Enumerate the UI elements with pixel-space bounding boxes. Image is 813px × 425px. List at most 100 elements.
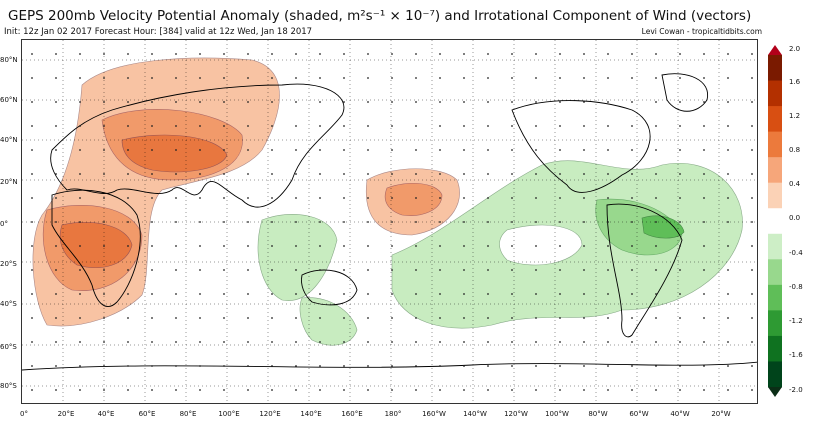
wind-vector [103,245,105,247]
wind-vector [127,341,129,343]
wind-vector [79,269,81,271]
map-panel [21,39,758,404]
wind-vector [487,269,489,271]
wind-vector [319,341,321,343]
wind-vector [295,197,297,199]
wind-vector [127,125,129,127]
wind-vector [367,317,369,319]
wind-vector [679,149,681,151]
wind-vector [559,341,561,343]
wind-vector [679,101,681,103]
wind-vector [631,341,633,343]
wind-vector [415,269,417,271]
wind-vector [175,173,177,175]
wind-vector [151,245,153,247]
wind-vector [151,389,153,391]
wind-vector [607,53,609,55]
wind-vector [103,269,105,271]
wind-vector [175,269,177,271]
wind-vector [175,101,177,103]
wind-vector [151,125,153,127]
wind-vector [535,173,537,175]
wind-vector [439,221,441,223]
wind-vector [631,77,633,79]
wind-vector [487,173,489,175]
wind-vector [55,197,57,199]
wind-vector [559,269,561,271]
wind-vector [247,101,249,103]
wind-vector [535,389,537,391]
wind-vector [487,365,489,367]
wind-vector [151,53,153,55]
wind-vector [727,77,729,79]
wind-vector [703,101,705,103]
wind-vector [55,365,57,367]
wind-vector [31,149,33,151]
wind-vector [31,101,33,103]
negative-anomaly-shading [257,160,743,346]
wind-vector [103,173,105,175]
lon-label-20e: 20°E [57,410,75,418]
wind-vector [271,101,273,103]
wind-vector [391,341,393,343]
wind-vector [751,341,753,343]
wind-vector [487,221,489,223]
wind-vector [55,77,57,79]
wind-vector [655,101,657,103]
wind-vector [535,125,537,127]
wind-vector [79,245,81,247]
wind-vector [535,101,537,103]
lon-label-120w: 120°W [504,410,528,418]
wind-vector [415,149,417,151]
wind-vector [367,101,369,103]
wind-vector [703,341,705,343]
wind-vector [751,365,753,367]
wind-vector [655,317,657,319]
wind-vector [247,53,249,55]
wind-vector [415,221,417,223]
wind-vector [175,245,177,247]
wind-vector [655,149,657,151]
wind-vector [79,173,81,175]
wind-vector [655,269,657,271]
wind-vector [487,389,489,391]
wind-vector [343,365,345,367]
wind-vector [487,125,489,127]
wind-vector [583,245,585,247]
wind-vector [271,125,273,127]
wind-vector [631,269,633,271]
wind-vector [343,317,345,319]
wind-vector [271,149,273,151]
wind-vector [271,221,273,223]
wind-vector [727,269,729,271]
wind-vector [511,317,513,319]
wind-vector [607,101,609,103]
wind-vector [439,125,441,127]
wind-vector [151,221,153,223]
wind-vector [415,77,417,79]
wind-vector [679,269,681,271]
wind-vector [463,101,465,103]
wind-vector [631,317,633,319]
lon-label-60w: 60°W [629,410,649,418]
wind-vector [439,77,441,79]
wind-vector [439,197,441,199]
wind-vector [559,245,561,247]
wind-vector [655,245,657,247]
wind-vector [199,125,201,127]
wind-vector [79,77,81,79]
wind-vector [463,173,465,175]
wind-vector [295,53,297,55]
wind-vector [31,53,33,55]
wind-vector [751,173,753,175]
wind-vector [343,269,345,271]
wind-vector [367,245,369,247]
wind-vector [319,269,321,271]
wind-vector [199,245,201,247]
lon-label-80e: 80°E [179,410,197,418]
wind-vector [415,197,417,199]
lat-label-20s: 20°S [0,260,17,268]
wind-vector [103,389,105,391]
wind-vector [55,221,57,223]
wind-vector [127,197,129,199]
